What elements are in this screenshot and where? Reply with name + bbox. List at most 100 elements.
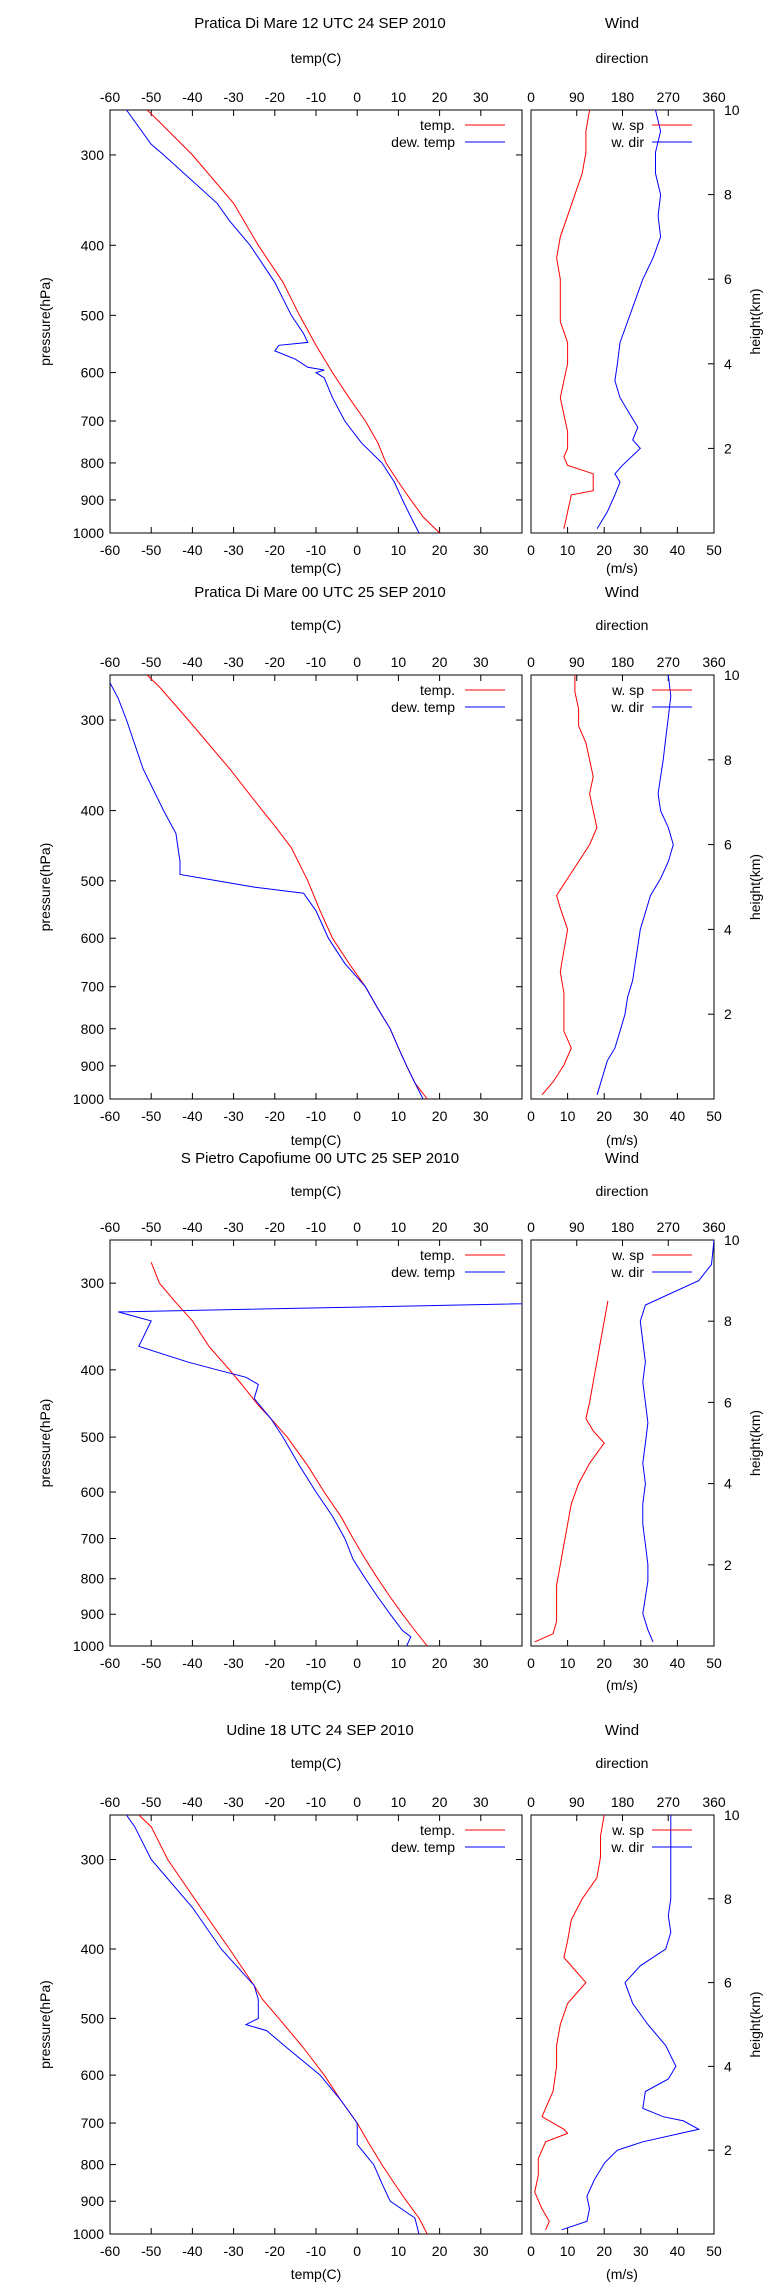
sounding-panel-4: Udine 18 UTC 24 SEP 2010 Wind temp(C) direc…	[37, 1722, 763, 2282]
temp-line	[146, 110, 440, 533]
temp-plot-frame	[109, 1239, 523, 1647]
direction-tick-label: 0	[527, 654, 535, 670]
pressure-tick-label: 300	[81, 1275, 105, 1291]
height-tick-label: 6	[724, 1394, 732, 1410]
legend-speed-label: w. sp	[611, 1822, 644, 1838]
pressure-axis-label: pressure(hPa)	[37, 1980, 53, 2069]
temp-tick-label-bottom: -10	[306, 2243, 326, 2259]
temp-tick-label-top: 0	[353, 1219, 361, 1235]
bottom-axis-label: temp(C)	[291, 1132, 342, 1148]
wind-plot-frame	[530, 1814, 715, 2235]
temp-tick-label-bottom: 10	[391, 542, 407, 558]
direction-tick-label: 90	[569, 89, 585, 105]
legend-temp-label: temp.	[420, 1247, 455, 1263]
temp-tick-label-bottom: 20	[432, 1108, 448, 1124]
pressure-tick-label: 700	[81, 413, 105, 429]
sounding-panel-3: S Pietro Capofiume 00 UTC 25 SEP 2010 Win…	[37, 1150, 763, 1693]
legend-temp-label: temp.	[420, 117, 455, 133]
direction-tick-label: 90	[569, 1219, 585, 1235]
speed-tick-label: 0	[527, 1108, 535, 1124]
pressure-axis-label: pressure(hPa)	[37, 277, 53, 366]
temp-tick-label-top: 20	[432, 1219, 448, 1235]
temp-tick-label-bottom: -40	[182, 1655, 202, 1671]
temp-tick-label-top: -60	[100, 654, 120, 670]
bottom-axis-label: temp(C)	[291, 560, 342, 576]
temp-tick-label-top: 20	[432, 1794, 448, 1810]
wind-title: Wind	[605, 1722, 639, 1739]
temp-tick-label-bottom: 0	[353, 1655, 361, 1671]
temp-tick-label-bottom: 30	[473, 542, 489, 558]
legend-temp-label: temp.	[420, 682, 455, 698]
temp-tick-label-bottom: 20	[432, 542, 448, 558]
direction-axis-label: direction	[596, 1183, 649, 1199]
temp-tick-label-top: 30	[473, 654, 489, 670]
legend-dew-label: dew. temp	[391, 699, 455, 715]
direction-axis-label: direction	[596, 617, 649, 633]
pressure-tick-label: 700	[81, 2115, 105, 2131]
direction-tick-label: 360	[702, 654, 726, 670]
dew-temp-line	[126, 1815, 420, 2234]
temp-tick-label-bottom: -50	[141, 1108, 161, 1124]
pressure-tick-label: 400	[81, 1941, 105, 1957]
speed-tick-label: 0	[527, 542, 535, 558]
temp-tick-label-bottom: -50	[141, 2243, 161, 2259]
temp-tick-label-bottom: -40	[182, 542, 202, 558]
temp-tick-label-top: -40	[182, 1794, 202, 1810]
height-axis-label: height(km)	[747, 288, 763, 354]
height-tick-label: 6	[724, 1975, 732, 1991]
pressure-tick-label: 500	[81, 873, 105, 889]
speed-tick-label: 40	[670, 1655, 686, 1671]
temp-tick-label-bottom: 30	[473, 1655, 489, 1671]
temp-tick-label-bottom: -10	[306, 1108, 326, 1124]
temp-tick-label-top: 30	[473, 1794, 489, 1810]
wind-direction-line	[596, 675, 674, 1095]
height-tick-label: 2	[724, 440, 732, 456]
height-tick-label: 2	[724, 2142, 732, 2158]
height-tick-label: 8	[724, 752, 732, 768]
pressure-tick-label: 500	[81, 307, 105, 323]
wind-title: Wind	[605, 15, 639, 32]
legend-dir-label: w. dir	[610, 699, 644, 715]
temp-tick-label-top: -40	[182, 654, 202, 670]
speed-tick-label: 20	[596, 2243, 612, 2259]
direction-tick-label: 90	[569, 654, 585, 670]
pressure-tick-label: 800	[81, 1021, 105, 1037]
speed-tick-label: 10	[560, 2243, 576, 2259]
temp-tick-label-top: 10	[391, 1219, 407, 1235]
speed-tick-label: 10	[560, 1655, 576, 1671]
pressure-tick-label: 800	[81, 1571, 105, 1587]
temp-tick-label-bottom: 10	[391, 1655, 407, 1671]
temp-tick-label-bottom: -20	[265, 1108, 285, 1124]
speed-tick-label: 30	[633, 2243, 649, 2259]
speed-tick-label: 30	[633, 1655, 649, 1671]
pressure-tick-label: 300	[81, 1852, 105, 1868]
pressure-axis-label: pressure(hPa)	[37, 1399, 53, 1488]
top-axis-label: temp(C)	[291, 50, 342, 66]
height-axis-label: height(km)	[747, 854, 763, 920]
wind-speed-line	[556, 110, 594, 529]
sounding-panel-2: Pratica Di Mare 00 UTC 25 SEP 2010 Wind te…	[37, 584, 763, 1148]
temp-tick-label-bottom: -30	[223, 542, 243, 558]
pressure-tick-label: 900	[81, 1606, 105, 1622]
direction-tick-label: 180	[611, 1219, 635, 1235]
pressure-tick-label: 900	[81, 492, 105, 508]
bottom-axis-label: temp(C)	[291, 2266, 342, 2282]
height-tick-label: 10	[724, 1232, 740, 1248]
pressure-tick-label: 600	[81, 930, 105, 946]
wind-plot-frame	[530, 109, 715, 534]
temp-tick-label-top: -60	[100, 1794, 120, 1810]
height-tick-label: 10	[724, 102, 740, 118]
temp-tick-label-bottom: -30	[223, 1108, 243, 1124]
height-tick-label: 8	[724, 187, 732, 203]
temp-tick-label-bottom: -20	[265, 542, 285, 558]
temp-tick-label-top: -30	[223, 1794, 243, 1810]
height-tick-label: 8	[724, 1891, 732, 1907]
temp-tick-label-bottom: 0	[353, 2243, 361, 2259]
temp-plot-frame	[109, 674, 523, 1100]
temp-tick-label-bottom: -20	[265, 2243, 285, 2259]
wind-plot-frame	[530, 674, 715, 1100]
legend-dir-label: w. dir	[610, 134, 644, 150]
chart-title: Pratica Di Mare 12 UTC 24 SEP 2010	[194, 15, 446, 32]
height-tick-label: 10	[724, 1807, 740, 1823]
temp-tick-label-bottom: 20	[432, 1655, 448, 1671]
